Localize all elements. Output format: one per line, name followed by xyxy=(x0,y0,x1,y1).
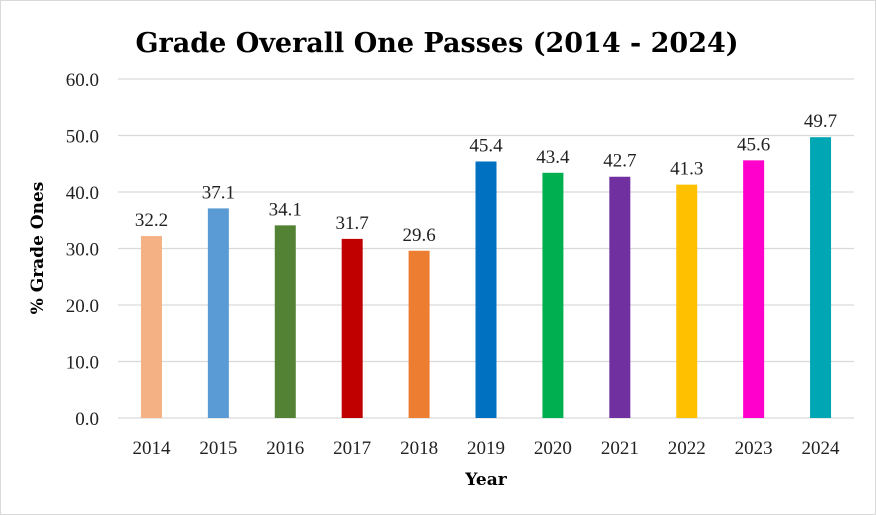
bar-2020 xyxy=(542,172,564,418)
data-label-2022: 41.3 xyxy=(670,159,703,180)
chart-title: Grade Overall One Passes (2014 - 2024) xyxy=(135,28,738,59)
x-tick-label: 2014 xyxy=(132,438,171,459)
bar-2015 xyxy=(207,208,229,418)
data-label-2014: 32.2 xyxy=(135,210,168,231)
x-tick-label: 2023 xyxy=(735,438,773,459)
bars xyxy=(140,137,832,419)
data-labels: 32.2 37.1 34.1 31.7 29.6 45.4 43.4 42.7 41.3 45.6… xyxy=(135,111,837,246)
y-tick-label: 0.0 xyxy=(75,409,99,430)
bar-2018 xyxy=(408,250,430,418)
bar-2019 xyxy=(475,161,497,419)
x-tick-label: 2020 xyxy=(534,438,572,459)
x-tick-label: 2017 xyxy=(333,438,371,459)
x-axis-title: Year xyxy=(464,470,507,490)
bar-2014 xyxy=(140,236,162,418)
y-tick-label: 20.0 xyxy=(66,296,99,317)
x-tick-label: 2022 xyxy=(668,438,706,459)
y-tick-label: 10.0 xyxy=(66,353,99,374)
data-label-2017: 31.7 xyxy=(336,213,369,234)
y-tick-label: 40.0 xyxy=(66,183,99,204)
data-label-2021: 42.7 xyxy=(603,151,636,172)
bar-2017 xyxy=(341,238,363,418)
x-tick-label: 2016 xyxy=(266,438,304,459)
bar-2022 xyxy=(676,184,698,418)
y-tick-label: 50.0 xyxy=(66,127,99,148)
data-label-2019: 45.4 xyxy=(469,135,503,156)
data-label-2020: 43.4 xyxy=(536,147,570,168)
data-label-2018: 29.6 xyxy=(402,225,435,246)
data-label-2015: 37.1 xyxy=(202,182,235,203)
x-tick-label: 2015 xyxy=(199,438,237,459)
x-tick-label: 2021 xyxy=(601,438,639,459)
y-tick-label: 30.0 xyxy=(66,240,99,261)
bar-2024 xyxy=(810,137,832,418)
y-axis-title: % Grade Ones xyxy=(28,182,48,315)
bar-2023 xyxy=(743,160,765,419)
x-tick-label: 2024 xyxy=(802,438,841,459)
y-tick-label: 60.0 xyxy=(66,70,99,91)
x-axis-ticks: 2014 2015 2016 2017 2018 2019 2020 2021 2022 2023… xyxy=(132,438,840,459)
bar-2016 xyxy=(274,225,296,418)
data-label-2023: 45.6 xyxy=(737,134,770,155)
data-label-2024: 49.7 xyxy=(804,111,837,132)
data-label-2016: 34.1 xyxy=(269,199,302,220)
bar-2021 xyxy=(609,176,631,418)
x-tick-label: 2018 xyxy=(400,438,438,459)
y-axis-ticks: 0.0 10.0 20.0 30.0 40.0 50.0 60.0 xyxy=(66,70,99,430)
x-tick-label: 2019 xyxy=(467,438,505,459)
